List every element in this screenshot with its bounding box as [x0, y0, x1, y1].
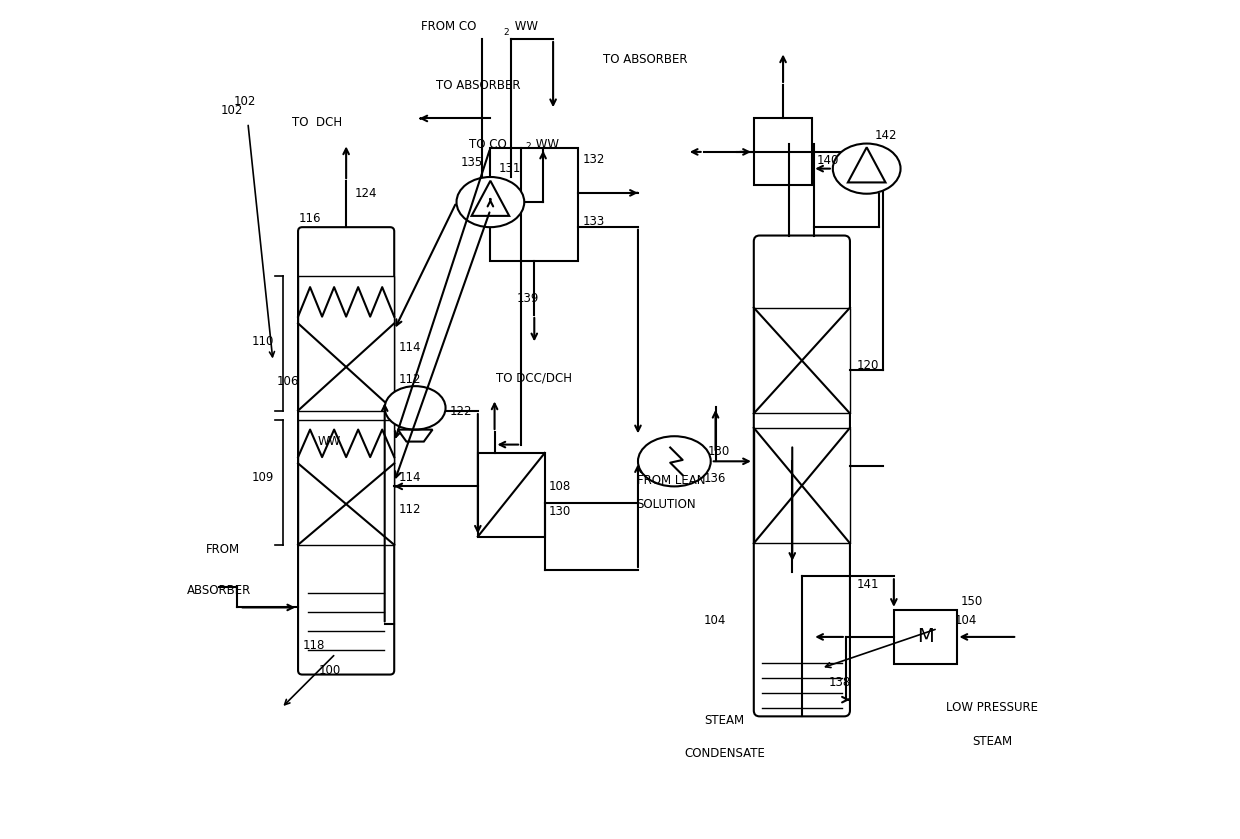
- Text: LOW PRESSURE: LOW PRESSURE: [946, 701, 1038, 715]
- Text: 116: 116: [299, 212, 321, 226]
- Text: 106: 106: [278, 375, 300, 388]
- Text: WW: WW: [532, 138, 559, 151]
- Bar: [754, 308, 849, 414]
- Bar: [754, 428, 849, 544]
- Text: WW: WW: [511, 20, 538, 33]
- Text: 130: 130: [549, 505, 572, 518]
- Text: 131: 131: [498, 162, 521, 175]
- Text: 118: 118: [303, 638, 325, 652]
- Text: 133: 133: [583, 215, 605, 227]
- Text: 136: 136: [703, 472, 725, 485]
- Text: 2: 2: [503, 28, 508, 37]
- Text: FROM LEAN: FROM LEAN: [636, 474, 706, 487]
- Bar: [477, 453, 544, 537]
- Text: 132: 132: [583, 153, 605, 165]
- Text: 140: 140: [816, 154, 839, 167]
- Text: 120: 120: [857, 359, 879, 372]
- Text: 139: 139: [517, 292, 539, 305]
- Text: 100: 100: [319, 664, 341, 677]
- Text: FROM: FROM: [206, 543, 239, 555]
- Text: TO ABSORBER: TO ABSORBER: [436, 79, 521, 91]
- Text: STEAM: STEAM: [972, 735, 1012, 748]
- Text: STEAM: STEAM: [704, 714, 744, 727]
- Text: TO DCC/DCH: TO DCC/DCH: [496, 371, 573, 384]
- Text: 138: 138: [830, 676, 852, 690]
- Text: 2: 2: [526, 142, 531, 150]
- Text: 108: 108: [549, 480, 572, 492]
- Text: 112: 112: [398, 503, 420, 515]
- Text: FROM CO: FROM CO: [420, 20, 476, 33]
- FancyBboxPatch shape: [754, 236, 849, 717]
- Text: TO CO: TO CO: [470, 138, 507, 151]
- Text: TO  DCH: TO DCH: [291, 116, 342, 129]
- Text: CONDENSATE: CONDENSATE: [684, 748, 765, 760]
- Text: 112: 112: [398, 373, 420, 386]
- Text: 109: 109: [252, 472, 274, 484]
- Bar: [754, 118, 812, 185]
- Text: 114: 114: [398, 472, 420, 484]
- Bar: [298, 420, 394, 545]
- Ellipse shape: [637, 436, 711, 487]
- FancyBboxPatch shape: [298, 227, 394, 675]
- Text: 110: 110: [252, 335, 274, 347]
- Text: M: M: [916, 628, 934, 646]
- Text: 122: 122: [450, 404, 472, 418]
- Text: SOLUTION: SOLUTION: [636, 498, 697, 511]
- Text: WW: WW: [317, 435, 341, 448]
- Text: 104: 104: [703, 613, 725, 627]
- Text: 124: 124: [355, 187, 377, 201]
- Bar: [490, 148, 578, 261]
- Text: 104: 104: [955, 613, 977, 627]
- Text: 142: 142: [875, 128, 898, 142]
- Text: 135: 135: [461, 156, 484, 169]
- Text: 114: 114: [398, 341, 420, 354]
- Text: 150: 150: [961, 595, 983, 608]
- Text: 130: 130: [708, 446, 730, 458]
- Text: ABSORBER: ABSORBER: [186, 585, 250, 597]
- Bar: [894, 610, 956, 664]
- Text: TO ABSORBER: TO ABSORBER: [604, 54, 688, 66]
- Text: 102: 102: [221, 103, 243, 117]
- Text: 102: 102: [233, 96, 255, 108]
- Bar: [298, 276, 394, 410]
- Ellipse shape: [456, 177, 525, 227]
- Ellipse shape: [384, 386, 445, 430]
- Ellipse shape: [833, 143, 900, 194]
- Text: 141: 141: [857, 577, 879, 591]
